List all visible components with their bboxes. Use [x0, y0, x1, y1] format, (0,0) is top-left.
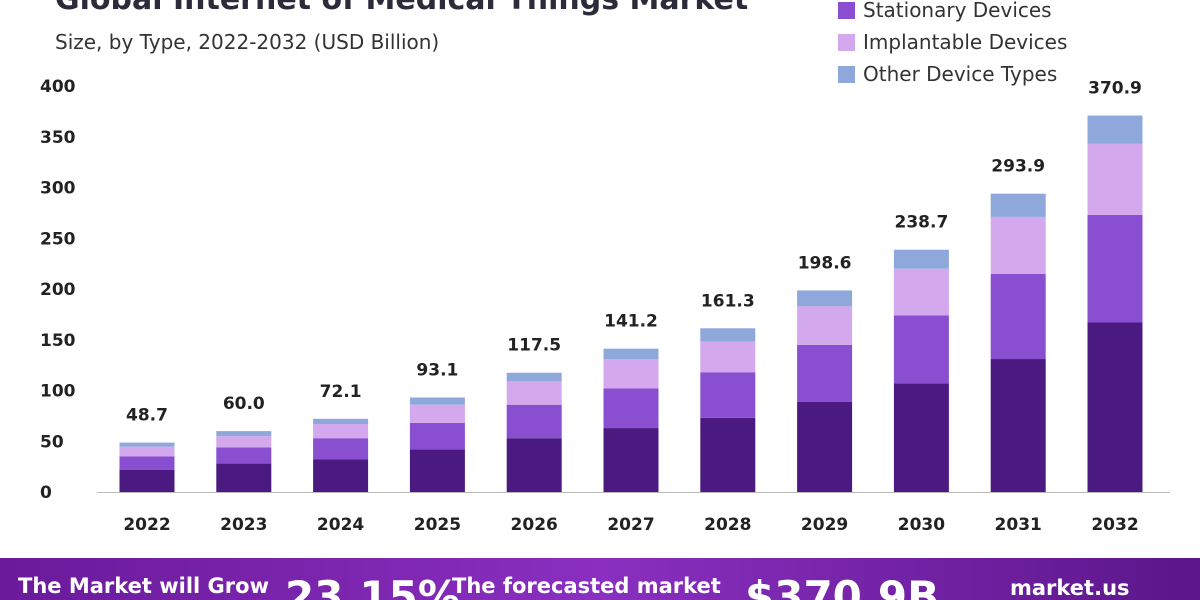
- legend-label-implantable: Implantable Devices: [863, 30, 1068, 54]
- bar-segment-wearable: [893, 383, 949, 492]
- bar-segment-stationary: [313, 438, 369, 460]
- bar-segment-stationary: [506, 404, 562, 439]
- bar-total-label: 60.0: [223, 394, 265, 414]
- bar-segment-wearable: [506, 438, 562, 492]
- bar-segment-stationary: [797, 344, 853, 402]
- bar-segment-wearable: [119, 469, 175, 492]
- bar-segment-other: [603, 348, 659, 360]
- bar-segment-wearable: [1087, 322, 1143, 492]
- bar-segment-other: [409, 397, 465, 405]
- bar-segment-stationary: [603, 388, 659, 429]
- bar-segment-wearable: [603, 428, 659, 492]
- bar-total-label: 117.5: [507, 336, 561, 356]
- bar-total-label: 198.6: [798, 253, 852, 273]
- legend-item-stationary: Stationary Devices: [838, 0, 1067, 26]
- x-tick-label: 2030: [898, 515, 945, 535]
- x-tick-label: 2027: [607, 515, 654, 535]
- bar-segment-other: [119, 442, 175, 447]
- bar-segment-wearable: [797, 401, 853, 492]
- legend: Stationary Devices Implantable Devices O…: [838, 0, 1067, 90]
- bar-segment-stationary: [990, 273, 1046, 360]
- bar-segment-stationary: [893, 315, 949, 384]
- x-tick-label: 2028: [704, 515, 751, 535]
- bottom-banner: The Market will Grow 23.15% The forecast…: [0, 558, 1200, 600]
- bar-segment-implantable: [893, 268, 949, 316]
- legend-swatch-implantable: [838, 33, 855, 51]
- bar-segment-other: [313, 418, 369, 424]
- bar-segment-implantable: [797, 306, 853, 345]
- x-axis: 2022 2023 2024 2025 2026 2027 2028 2029 2030 2031…: [97, 492, 1170, 535]
- bar-total-label: 293.9: [991, 157, 1045, 177]
- bar-segment-other: [216, 431, 272, 437]
- y-tick-label: 400: [40, 77, 76, 97]
- bar-segment-stationary: [409, 422, 465, 450]
- bar-total-label: 161.3: [701, 291, 755, 311]
- x-tick-label: 2029: [801, 515, 848, 535]
- banner-suffix-text: market.us: [1010, 576, 1130, 600]
- x-tick-label: 2024: [317, 515, 364, 535]
- banner-market-value: $370.9B: [745, 572, 940, 600]
- bar-segment-other: [990, 193, 1046, 217]
- legend-swatch-stationary: [838, 1, 855, 19]
- bar-total-label: 48.7: [126, 406, 168, 426]
- legend-label-other: Other Device Types: [863, 62, 1058, 86]
- y-tick-label: 150: [40, 331, 76, 351]
- bar-segment-wearable: [700, 417, 756, 492]
- y-tick-label: 100: [40, 382, 76, 402]
- y-tick-label: 350: [40, 128, 76, 148]
- y-tick-label: 300: [40, 179, 76, 199]
- legend-label-stationary: Stationary Devices: [863, 0, 1052, 22]
- bar-total-label: 238.7: [895, 213, 949, 233]
- y-tick-label: 200: [40, 280, 76, 300]
- bar-segment-other: [797, 290, 853, 307]
- bar-segment-implantable: [700, 341, 756, 373]
- bar-segment-implantable: [1087, 143, 1143, 215]
- bar-segment-implantable: [216, 436, 272, 448]
- bar-total-label: 93.1: [416, 361, 458, 381]
- bar-segment-stationary: [700, 372, 756, 418]
- legend-item-other: Other Device Types: [838, 58, 1067, 90]
- y-tick-label: 0: [40, 483, 52, 503]
- bar-segment-other: [506, 372, 562, 382]
- chart-subtitle: Size, by Type, 2022-2032 (USD Billion): [55, 30, 440, 54]
- bar-segment-implantable: [506, 381, 562, 405]
- x-tick-label: 2026: [511, 515, 558, 535]
- banner-cagr-value: 23.15%: [285, 572, 460, 600]
- bar-segment-wearable: [409, 449, 465, 492]
- bar-segment-other: [700, 328, 756, 342]
- bar-segment-other: [1087, 115, 1143, 144]
- bar-segment-stationary: [216, 447, 272, 464]
- bars-group: 48.7 60.0 72.1 93.1 117.5 141.2 161.3 198.6 238.…: [119, 79, 1143, 492]
- bar-segment-implantable: [409, 404, 465, 423]
- x-tick-label: 2032: [1091, 515, 1138, 535]
- bar-segment-other: [893, 249, 949, 269]
- x-tick-label: 2022: [123, 515, 170, 535]
- x-tick-label: 2025: [414, 515, 461, 535]
- bar-segment-wearable: [313, 459, 369, 492]
- legend-item-implantable: Implantable Devices: [838, 26, 1067, 58]
- stacked-bar-chart: 0 50 100 150 200 250 300 350 400 48.7 60.0 72.1 93.…: [40, 77, 1170, 535]
- bar-segment-implantable: [313, 423, 369, 439]
- bar-total-label: 141.2: [604, 312, 658, 332]
- chart-title: Global Internet of Medical Things Market: [55, 0, 748, 17]
- bar-total-label: 72.1: [320, 382, 362, 402]
- y-axis: 0 50 100 150 200 250 300 350 400: [40, 77, 76, 503]
- banner-forecast-text: The forecasted market: [452, 574, 721, 598]
- bar-total-label: 370.9: [1088, 79, 1142, 99]
- bar-segment-implantable: [119, 446, 175, 457]
- legend-swatch-other: [838, 65, 855, 83]
- bar-segment-stationary: [1087, 214, 1143, 323]
- bar-segment-wearable: [216, 463, 272, 492]
- bar-segment-wearable: [990, 359, 1046, 492]
- bar-segment-implantable: [990, 216, 1046, 274]
- y-tick-label: 250: [40, 229, 76, 249]
- x-tick-label: 2023: [220, 515, 267, 535]
- banner-grow-text: The Market will Grow: [18, 574, 269, 598]
- bar-segment-implantable: [603, 359, 659, 389]
- y-tick-label: 50: [40, 432, 64, 452]
- bar-segment-stationary: [119, 456, 175, 470]
- x-tick-label: 2031: [995, 515, 1042, 535]
